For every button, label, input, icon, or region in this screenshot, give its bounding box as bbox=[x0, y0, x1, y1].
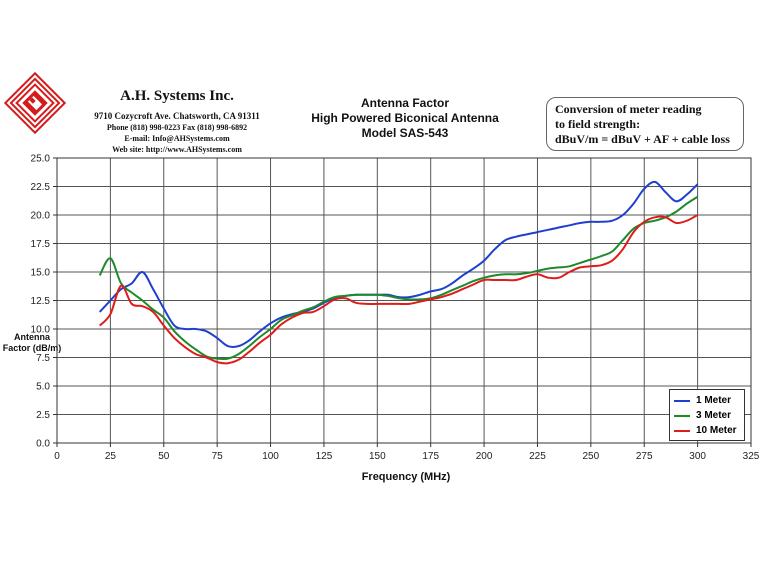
tick-labels: 0 25 50 75 100 125 150 175 200 225 250 275 300 325 0.0… bbox=[31, 154, 760, 463]
y-tick-label: 2.5 bbox=[36, 410, 50, 421]
legend-swatch bbox=[674, 429, 690, 432]
x-tick-label: 75 bbox=[212, 451, 224, 462]
chart-subtitle-2: Model SAS-543 bbox=[361, 126, 449, 140]
y-tick-label: 15.0 bbox=[31, 268, 51, 279]
series-line-1-meter bbox=[98, 180, 699, 348]
y-tick-label: 25.0 bbox=[31, 154, 51, 165]
y-tick-label: 12.5 bbox=[31, 296, 51, 307]
x-tick-label: 325 bbox=[743, 451, 760, 462]
legend-item-3-meter: 3 Meter bbox=[674, 408, 740, 423]
chart-subtitle-1: High Powered Biconical Antenna bbox=[311, 111, 499, 125]
y-tick-label: 20.0 bbox=[31, 211, 51, 222]
x-tick-label: 250 bbox=[583, 451, 600, 462]
legend-label: 1 Meter bbox=[696, 395, 732, 406]
conversion-line-1: Conversion of meter reading bbox=[555, 102, 702, 116]
conversion-note-box: Conversion of meter reading to field str… bbox=[546, 97, 744, 151]
plot-frame bbox=[56, 157, 752, 444]
x-axis-label: Frequency (MHz) bbox=[362, 471, 451, 483]
y-tick-label: 22.5 bbox=[31, 182, 51, 193]
legend-swatch bbox=[674, 399, 690, 402]
y-axis-label-line1: Antenna bbox=[14, 332, 51, 342]
chart-legend: 1 Meter 3 Meter 10 Meter bbox=[669, 389, 745, 441]
legend-label: 10 Meter bbox=[696, 425, 737, 436]
legend-item-1-meter: 1 Meter bbox=[674, 393, 740, 408]
x-tick-label: 300 bbox=[689, 451, 706, 462]
company-info: A.H. Systems Inc. 9710 Cozycroft Ave. Ch… bbox=[72, 88, 282, 154]
x-tick-label: 200 bbox=[476, 451, 493, 462]
x-tick-label: 150 bbox=[369, 451, 386, 462]
x-tick-label: 0 bbox=[54, 451, 60, 462]
company-website: Web site: http://www.AHSystems.com bbox=[112, 145, 242, 154]
company-email: E-mail: Info@AHSystems.com bbox=[124, 134, 230, 143]
legend-item-10-meter: 10 Meter bbox=[674, 423, 740, 438]
x-tick-label: 275 bbox=[636, 451, 653, 462]
axes bbox=[53, 157, 752, 447]
chart-title: Antenna Factor bbox=[360, 96, 449, 110]
y-tick-label: 0.0 bbox=[36, 439, 50, 450]
company-name: A.H. Systems Inc. bbox=[120, 88, 234, 104]
x-tick-label: 100 bbox=[262, 451, 279, 462]
x-tick-label: 125 bbox=[316, 451, 333, 462]
series-line-10-meter bbox=[98, 214, 699, 365]
x-tick-label: 175 bbox=[422, 451, 439, 462]
conversion-line-3: dBuV/m = dBuV + AF + cable loss bbox=[555, 132, 730, 146]
gridlines bbox=[56, 157, 752, 444]
series-lines bbox=[98, 180, 699, 365]
ah-systems-logo bbox=[4, 72, 66, 134]
x-tick-label: 225 bbox=[529, 451, 546, 462]
company-address: 9710 Cozycroft Ave. Chatsworth, CA 91311 bbox=[94, 111, 260, 121]
y-axis-label-line2: Factor (dB/m) bbox=[3, 343, 62, 353]
legend-label: 3 Meter bbox=[696, 410, 732, 421]
conversion-line-2: to field strength: bbox=[555, 117, 641, 131]
chart-title-block: Antenna Factor High Powered Biconical An… bbox=[300, 96, 510, 141]
y-tick-label: 10.0 bbox=[31, 325, 51, 336]
x-tick-label: 50 bbox=[158, 451, 170, 462]
y-tick-label: 7.5 bbox=[36, 353, 50, 364]
company-phone: Phone (818) 998-0223 Fax (818) 998-6892 bbox=[106, 123, 248, 132]
legend-swatch bbox=[674, 414, 690, 417]
x-tick-label: 25 bbox=[105, 451, 117, 462]
series-line-3-meter bbox=[98, 195, 699, 361]
y-tick-label: 17.5 bbox=[31, 239, 51, 250]
y-tick-label: 5.0 bbox=[36, 382, 50, 393]
